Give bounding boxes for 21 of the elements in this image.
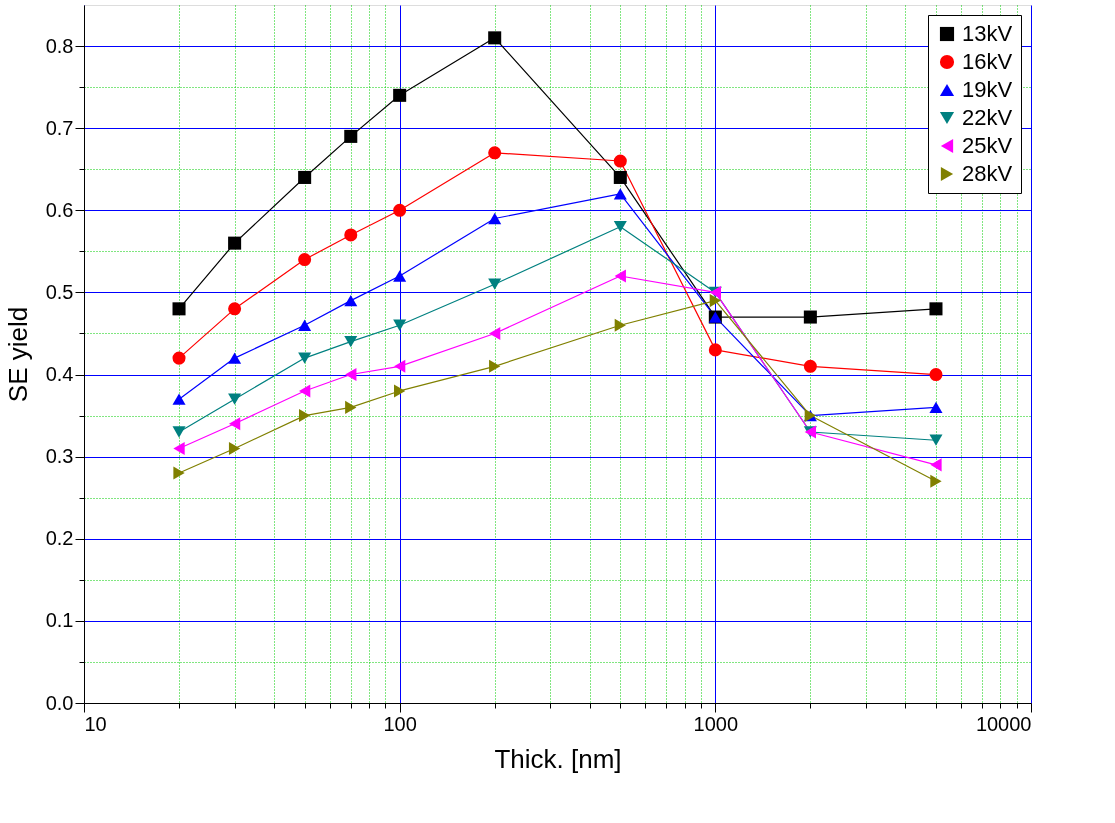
x-tick-label: 10 xyxy=(84,712,107,735)
legend-label: 19kV xyxy=(962,77,1013,102)
y-axis-title: SE yield xyxy=(2,306,33,403)
y-tick-label: 0.3 xyxy=(45,445,74,468)
y-tick-label: 0.1 xyxy=(45,609,74,632)
y-tick-label: 0.2 xyxy=(45,527,74,550)
legend-label: 25kV xyxy=(962,133,1013,158)
legend-label: 28kV xyxy=(962,161,1013,186)
y-tick-label: 0.7 xyxy=(45,116,74,139)
y-tick-label: 0.4 xyxy=(45,363,74,386)
legend-label: 13kV xyxy=(962,21,1013,46)
legend-label: 16kV xyxy=(962,49,1013,74)
x-axis-title: Thick. [nm] xyxy=(494,743,622,774)
y-tick-label: 0.5 xyxy=(45,280,74,303)
legend-label: 22kV xyxy=(962,105,1013,130)
y-tick-label: 0.6 xyxy=(45,198,74,221)
y-tick-label: 0.0 xyxy=(45,691,74,714)
x-tick-label: 10000 xyxy=(975,712,1032,735)
x-tick-label: 100 xyxy=(383,712,417,735)
y-tick-label: 0.8 xyxy=(45,34,74,57)
x-tick-label: 1000 xyxy=(693,712,739,735)
